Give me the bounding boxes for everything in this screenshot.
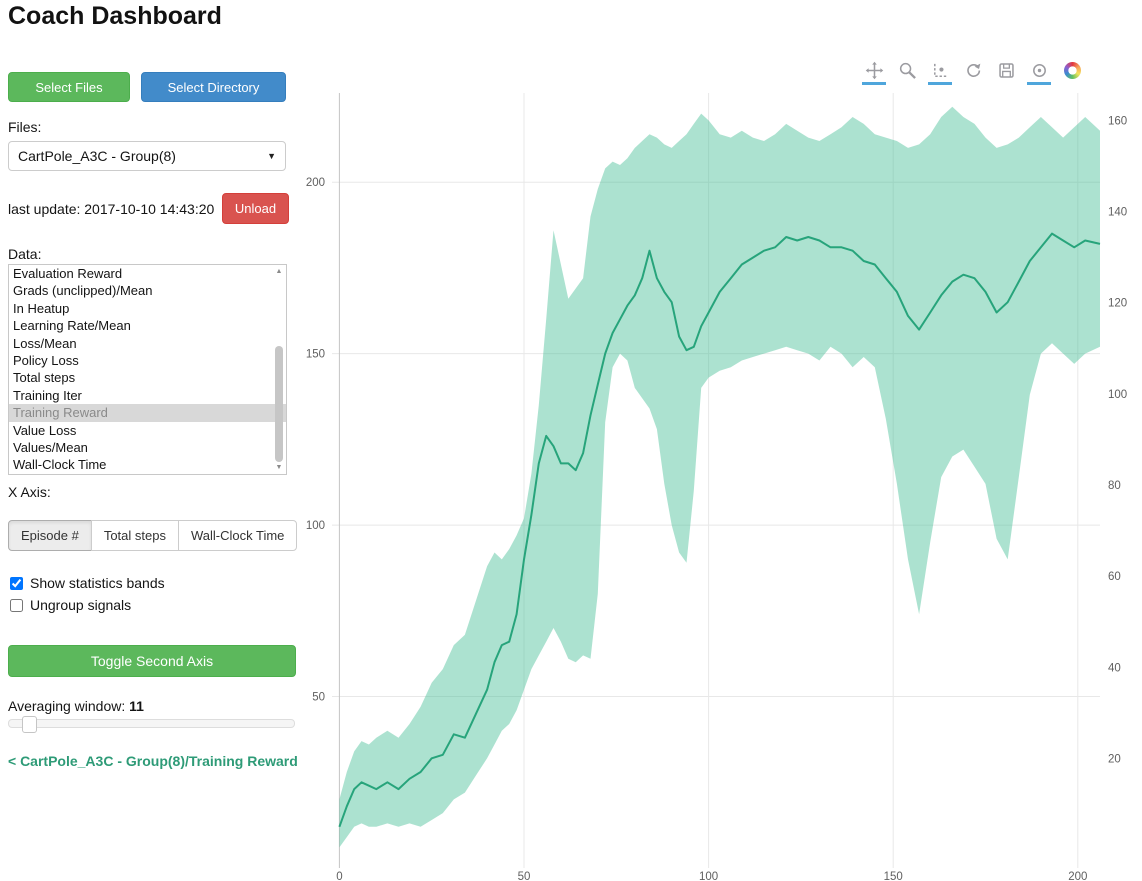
xaxis-label: X Axis: — [8, 484, 51, 500]
svg-text:50: 50 — [312, 692, 325, 704]
listbox-scrollbar[interactable]: ▲ ▼ — [273, 266, 285, 473]
xaxis-wall-clock-button[interactable]: Wall-Clock Time — [177, 520, 298, 551]
svg-text:160: 160 — [1108, 115, 1127, 127]
ungroup-checkbox[interactable] — [10, 598, 23, 612]
data-list-item[interactable]: Evaluation Reward — [13, 266, 123, 281]
pan-icon[interactable] — [862, 58, 886, 85]
data-list-item[interactable]: Wall-Clock Time — [13, 457, 107, 473]
data-list-item[interactable]: Training Iter — [13, 387, 82, 403]
svg-text:100: 100 — [1108, 389, 1127, 401]
toggle-second-axis-button[interactable]: Toggle Second Axis — [8, 645, 296, 677]
data-list-item[interactable]: Loss/Mean — [13, 335, 77, 351]
svg-text:200: 200 — [306, 177, 325, 189]
svg-text:150: 150 — [884, 871, 903, 881]
svg-text:140: 140 — [1108, 207, 1127, 219]
files-select[interactable]: CartPole_A3C - Group(8) ▼ — [8, 141, 286, 171]
data-label: Data: — [8, 246, 42, 262]
svg-text:120: 120 — [1108, 298, 1127, 310]
data-list-item[interactable]: In Heatup — [13, 300, 70, 316]
svg-text:0: 0 — [336, 871, 342, 881]
select-directory-button[interactable]: Select Directory — [141, 72, 286, 102]
unload-button[interactable]: Unload — [222, 193, 289, 224]
svg-text:100: 100 — [306, 520, 325, 532]
hover-closest-icon[interactable] — [1027, 58, 1051, 85]
svg-text:40: 40 — [1108, 662, 1121, 674]
data-list-item[interactable]: Grads (unclipped)/Mean — [13, 283, 153, 299]
data-list-item[interactable]: Values/Mean — [13, 440, 88, 456]
data-list-item-selected[interactable]: Training Reward — [9, 404, 286, 422]
xaxis-episode-button[interactable]: Episode # — [8, 520, 92, 551]
data-listbox[interactable]: Evaluation Reward Grads (unclipped)/Mean… — [8, 264, 287, 475]
autoscale-icon[interactable] — [961, 58, 985, 85]
svg-text:20: 20 — [1108, 754, 1121, 766]
data-list-item[interactable]: Learning Rate/Mean — [13, 318, 131, 334]
svg-text:80: 80 — [1108, 480, 1121, 492]
scroll-up-icon[interactable]: ▲ — [275, 268, 283, 275]
show-stats-label: Show statistics bands — [30, 575, 165, 591]
xaxis-total-steps-button[interactable]: Total steps — [90, 520, 179, 551]
breadcrumb-link[interactable]: < CartPole_A3C - Group(8)/Training Rewar… — [8, 753, 298, 769]
zoom-icon[interactable] — [895, 58, 919, 85]
svg-text:200: 200 — [1068, 871, 1087, 881]
averaging-window-value: 11 — [129, 698, 144, 714]
select-files-button[interactable]: Select Files — [8, 72, 130, 102]
svg-text:150: 150 — [306, 349, 325, 361]
spikelines-icon[interactable] — [928, 58, 952, 85]
page-title: Coach Dashboard — [8, 2, 222, 30]
averaging-window-slider[interactable] — [8, 716, 295, 733]
slider-handle[interactable] — [22, 716, 37, 733]
averaging-window-label: Averaging window: 11 — [8, 698, 144, 714]
show-stats-checkbox[interactable] — [10, 576, 23, 590]
data-list-item[interactable]: Policy Loss — [13, 353, 79, 369]
data-list-item[interactable]: Value Loss — [13, 422, 77, 438]
files-select-value: CartPole_A3C - Group(8) — [18, 148, 176, 164]
svg-text:60: 60 — [1108, 571, 1121, 583]
reward-chart[interactable]: 50 100 150 200 20 40 60 80 100 120 140 160 0 50 100 150… — [290, 85, 1142, 881]
chevron-down-icon: ▼ — [267, 151, 276, 161]
svg-text:100: 100 — [699, 871, 718, 881]
last-update-text: last update: 2017-10-10 14:43:20 — [8, 201, 215, 217]
xaxis-button-group: Episode # Total steps Wall-Clock Time — [8, 520, 298, 551]
scroll-down-icon[interactable]: ▼ — [275, 464, 283, 471]
save-icon[interactable] — [994, 58, 1018, 85]
files-label: Files: — [8, 119, 42, 135]
data-list-item[interactable]: Total steps — [13, 370, 76, 386]
scrollbar-thumb[interactable] — [275, 346, 283, 462]
svg-text:50: 50 — [518, 871, 531, 881]
ungroup-label: Ungroup signals — [30, 597, 132, 613]
chart-modebar — [862, 58, 1084, 85]
plotly-logo-icon[interactable] — [1060, 58, 1084, 85]
